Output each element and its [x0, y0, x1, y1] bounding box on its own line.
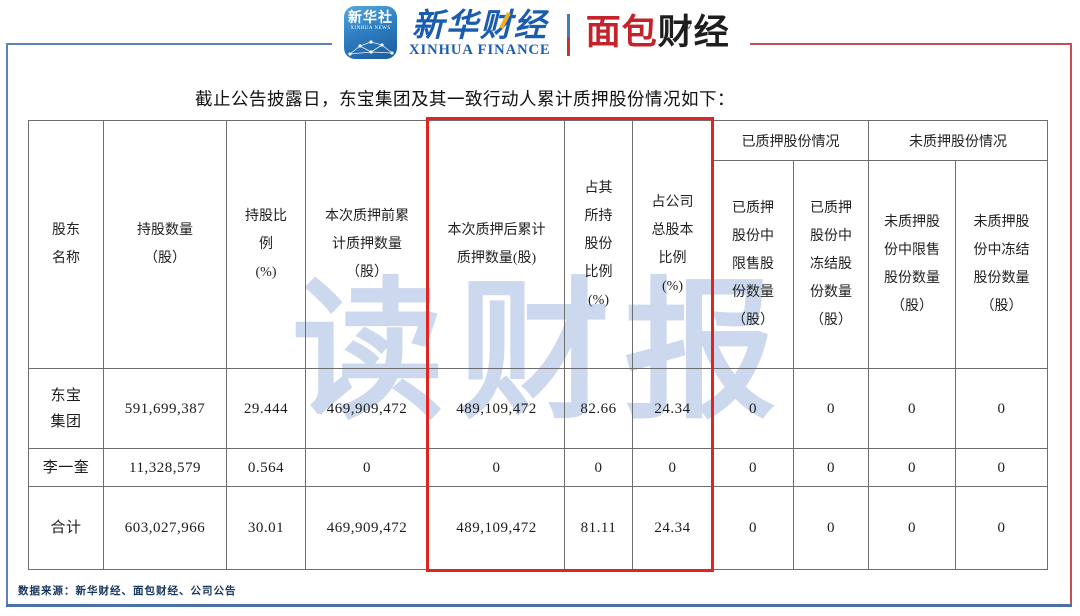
table-row-li-yikui: 李一奎 11,328,579 0.564 0 0 0 0 0 0 0 0: [28, 448, 1048, 487]
cell-value: 0: [955, 486, 1048, 570]
group-header-unpledged: 未质押股份情况: [868, 120, 1048, 161]
frame-top-red: [750, 43, 1072, 45]
col-header-pledged-restricted: 已质押 股份中 限售股 份数量 （股）: [712, 160, 794, 369]
frame-bottom-blue: [6, 604, 1072, 607]
group-header-pledged: 已质押股份情况: [712, 120, 869, 161]
cell-value: 82.66: [564, 368, 633, 449]
xinhua-finance-en: XINHUA FINANCE: [409, 42, 551, 58]
pledge-table-wrap: 股东 名称 持股数量 （股） 持股比 例 (%) 本次质押前累 计质押数量 （股…: [28, 120, 1048, 570]
xinhua-finance-cn: 新华财经: [411, 7, 548, 43]
cell-value: 0: [428, 448, 565, 487]
cell-value: 0: [793, 368, 869, 449]
network-graphic-icon: [348, 40, 394, 56]
cell-value: 0: [868, 448, 956, 487]
col-header-unpledged-restricted: 未质押股 份中限售 股份数量 （股）: [868, 160, 956, 369]
col-header-pledged-after: 本次质押后累计 质押数量(股): [428, 120, 565, 369]
col-header-pct-of-holding: 占其 所持 股份 比例 (%): [564, 120, 633, 369]
cell-value: 591,699,387: [103, 368, 227, 449]
cell-value: 0: [868, 486, 956, 570]
cell-name: 李一奎: [28, 448, 104, 487]
logo-bar: 新华社 XINHUA NEWS 新华财经 XINHUA FINANCE: [344, 6, 730, 64]
cell-value: 0: [793, 486, 869, 570]
cell-value: 0.564: [226, 448, 306, 487]
xinhua-news-icon-sublabel: XINHUA NEWS: [350, 26, 391, 31]
col-header-shareholder: 股东 名称: [28, 120, 104, 369]
cell-name: 东宝 集团: [28, 368, 104, 449]
xinhua-finance-logo: 新华财经 XINHUA FINANCE: [409, 8, 551, 58]
bread-finance-logo: 面包财经 ®: [586, 14, 730, 52]
registered-trademark-icon: ®: [682, 20, 692, 32]
cell-value: 0: [564, 448, 633, 487]
cell-value: 469,909,472: [305, 368, 429, 449]
bread-finance-cn-dark: 财经: [657, 13, 730, 52]
frame-top-blue: [6, 43, 332, 45]
cell-value: 0: [712, 448, 794, 487]
table-row-dongbao-group: 东宝 集团 591,699,387 29.444 469,909,472 489…: [28, 368, 1048, 449]
pledge-table: 股东 名称 持股数量 （股） 持股比 例 (%) 本次质押前累 计质押数量 （股…: [28, 120, 1048, 570]
xinhua-news-icon-label: 新华社: [348, 11, 393, 26]
cell-value: 0: [632, 448, 713, 487]
xinhua-news-app-icon: 新华社 XINHUA NEWS: [344, 6, 397, 59]
cell-value: 0: [955, 448, 1048, 487]
cell-value: 24.34: [632, 486, 713, 570]
cell-value: 603,027,966: [103, 486, 227, 570]
cell-value: 11,328,579: [103, 448, 227, 487]
table-row-total: 合计 603,027,966 30.01 469,909,472 489,109…: [28, 486, 1048, 570]
col-header-shares-held: 持股数量 （股）: [103, 120, 227, 369]
cell-value: 0: [712, 368, 794, 449]
cell-value: 489,109,472: [428, 368, 565, 449]
bread-finance-cn-red: 面包: [585, 13, 658, 52]
cell-value: 24.34: [632, 368, 713, 449]
cell-value: 30.01: [226, 486, 306, 570]
cell-value: 469,909,472: [305, 486, 429, 570]
col-header-holding-ratio: 持股比 例 (%): [226, 120, 306, 369]
col-header-unpledged-frozen: 未质押股 份中冻结 股份数量 （股）: [955, 160, 1048, 369]
cell-value: 0: [793, 448, 869, 487]
cell-value: 29.444: [226, 368, 306, 449]
data-source-note: 数据来源：新华财经、面包财经、公司公告: [18, 586, 237, 597]
col-header-pledged-before: 本次质押前累 计质押数量 （股）: [305, 120, 429, 369]
cell-value: 0: [305, 448, 429, 487]
logo-divider: [566, 14, 570, 56]
frame-right-red: [1070, 43, 1072, 607]
cell-value: 0: [712, 486, 794, 570]
page-title: 截止公告披露日，东宝集团及其一致行动人累计质押股份情况如下：: [195, 89, 735, 109]
frame-left-blue: [6, 43, 8, 607]
cell-value: 81.11: [564, 486, 633, 570]
cell-name: 合计: [28, 486, 104, 570]
col-header-pledged-frozen: 已质押 股份中 冻结股 份数量 （股）: [793, 160, 869, 369]
col-header-pct-of-capital: 占公司 总股本 比例 (%): [632, 120, 713, 369]
cell-value: 0: [955, 368, 1048, 449]
cell-value: 489,109,472: [428, 486, 565, 570]
cell-value: 0: [868, 368, 956, 449]
